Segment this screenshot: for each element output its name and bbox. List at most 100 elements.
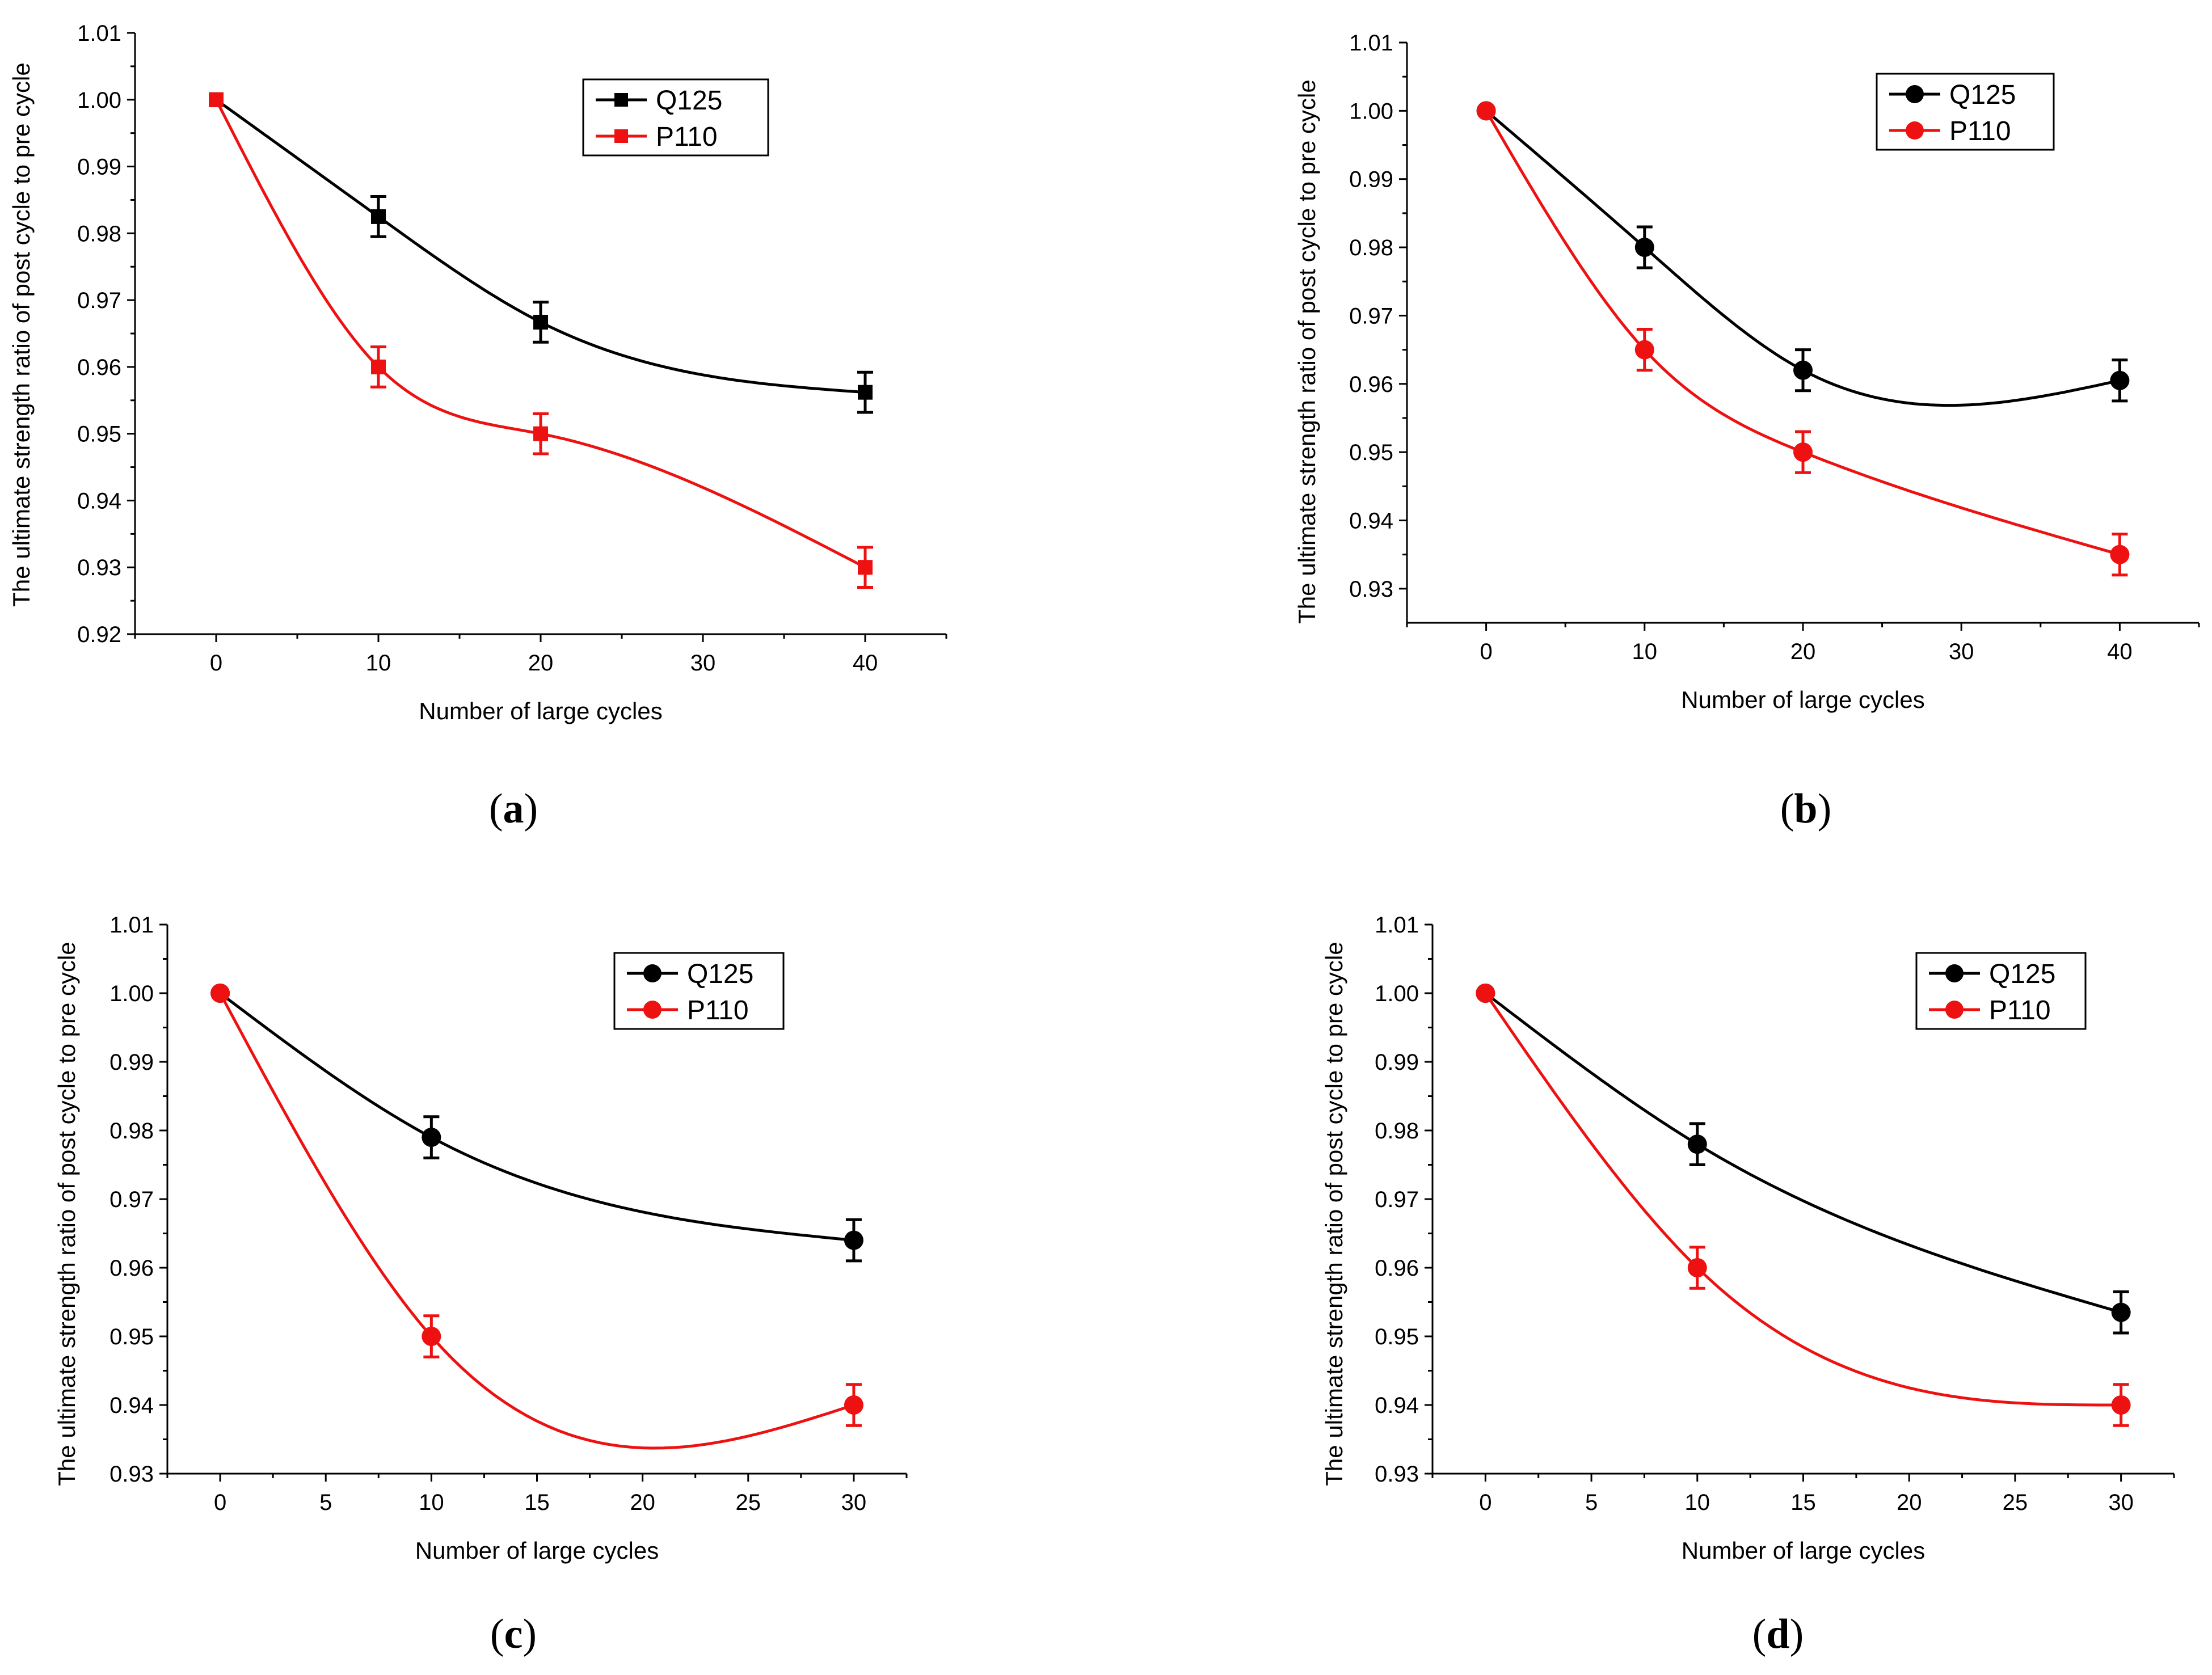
y-tick-label: 1.00 [109,981,154,1006]
y-axis-title: The ultimate strength ratio of post cycl… [8,62,35,606]
x-tick-label: 20 [528,651,554,676]
x-tick-label: 0 [214,1490,226,1515]
y-tick-label: 0.98 [109,1119,154,1144]
legend-label: P110 [1949,116,2011,146]
y-tick-label: 0.94 [109,1393,154,1418]
legend-marker [1906,121,1924,140]
x-tick-label: 20 [1897,1490,1922,1515]
y-tick-label: 0.96 [77,355,121,380]
data-point [210,984,230,1003]
series-line-P110 [1485,110,2121,556]
y-axis-title: The ultimate strength ratio of post cycl… [1294,79,1320,623]
y-tick-label: 0.95 [1375,1324,1419,1349]
legend-marker [1945,964,1964,982]
x-tick-label: 30 [1949,639,1974,664]
x-tick-label: 25 [736,1490,761,1515]
x-tick-label: 0 [210,651,222,676]
data-point [371,359,386,374]
chart-panel-a: 0.92 0.93 0.94 0.95 0.96 0.97 0.98 0.99 1.00 1.01… [8,21,947,832]
y-tick-label: 0.97 [1375,1187,1419,1212]
x-tick-label: 10 [366,651,391,676]
chart-panel-b: 0.93 0.94 0.95 0.96 0.97 0.98 0.99 1.00 1.01 0 10 2… [1294,31,2200,832]
series-line-P110 [214,99,866,569]
panel-caption: (d) [1752,1611,1804,1657]
y-tick-label: 0.96 [1375,1256,1419,1281]
legend: Q125 P110 [613,952,785,1030]
data-point [2111,1395,2131,1415]
x-tick-label: 20 [1790,639,1816,664]
x-tick-label: 25 [2003,1490,2028,1515]
legend-label: Q125 [687,959,753,989]
y-tick-label: 0.97 [1349,303,1393,328]
x-tick-label: 30 [841,1490,867,1515]
data-point [533,426,548,441]
data-point [1793,360,1813,380]
legend: Q125 P110 [582,78,769,157]
data-point [1634,238,1654,258]
legend-box [582,78,769,157]
caption-letter: b [1794,786,1817,832]
x-axis-title: Number of large cycles [1682,1537,1926,1564]
y-tick-label: 0.93 [109,1462,154,1487]
y-tick-label: 0.93 [77,555,121,580]
legend-marker [1945,1001,1964,1019]
legend: Q125 P110 [1876,73,2055,151]
data-point [1793,442,1813,462]
y-tick-label: 0.93 [1349,577,1393,602]
y-tick-label: 0.95 [77,422,121,447]
y-tick-label: 0.92 [77,622,121,647]
legend-label: P110 [656,122,718,152]
data-point [2111,1302,2131,1322]
y-tick-label: 0.95 [1349,440,1393,465]
data-point [1687,1258,1707,1277]
data-point [2110,370,2130,390]
data-point [422,1327,441,1346]
x-tick-label: 15 [1790,1490,1816,1515]
data-point [858,560,873,575]
data-point [858,385,873,400]
data-point [844,1230,863,1250]
y-tick-label: 1.00 [1349,99,1393,124]
series-Q125 [210,984,863,1263]
series-P110 [210,984,863,1450]
x-tick-label: 40 [853,651,878,676]
y-tick-label: 0.98 [77,221,121,246]
y-tick-label: 1.00 [77,88,121,113]
data-point [844,1395,863,1415]
x-tick-label: 10 [1685,1490,1710,1515]
y-tick-label: 1.01 [109,913,154,938]
y-tick-label: 0.97 [109,1187,154,1212]
x-axis-title: Number of large cycles [419,698,663,724]
x-tick-label: 20 [630,1490,655,1515]
series-Q125 [1476,101,2130,407]
data-point [1687,1134,1707,1154]
legend-marker [614,93,628,107]
y-tick-label: 0.99 [1375,1050,1419,1075]
panel-caption: (b) [1780,786,1831,832]
legend-label: P110 [687,995,749,1026]
legend-marker [1906,85,1924,103]
caption-letter: a [503,786,524,832]
x-tick-label: 40 [2107,639,2133,664]
data-point [1476,984,1495,1003]
legend: Q125 P110 [1915,952,2087,1030]
y-tick-label: 1.01 [1349,31,1393,56]
legend-box [613,952,785,1030]
legend-label: Q125 [1949,80,2016,110]
panel-caption: (c) [490,1611,537,1657]
caption-letter: c [504,1611,523,1657]
y-tick-label: 0.98 [1375,1119,1419,1144]
y-tick-label: 0.96 [1349,372,1393,397]
legend-marker [614,129,628,143]
series-P110 [1476,101,2130,577]
legend-label: P110 [1989,995,2051,1026]
y-tick-label: 0.94 [1349,508,1393,533]
caption-letter: d [1766,1611,1789,1657]
chart-panel-d: 0.93 0.94 0.95 0.96 0.97 0.98 0.99 1.00 1.01 0 5 10… [1321,913,2175,1657]
data-point [533,314,548,330]
legend-box [1876,73,2055,151]
y-tick-label: 1.01 [1375,913,1419,938]
y-tick-label: 0.96 [109,1256,154,1281]
series-P110 [209,92,873,589]
